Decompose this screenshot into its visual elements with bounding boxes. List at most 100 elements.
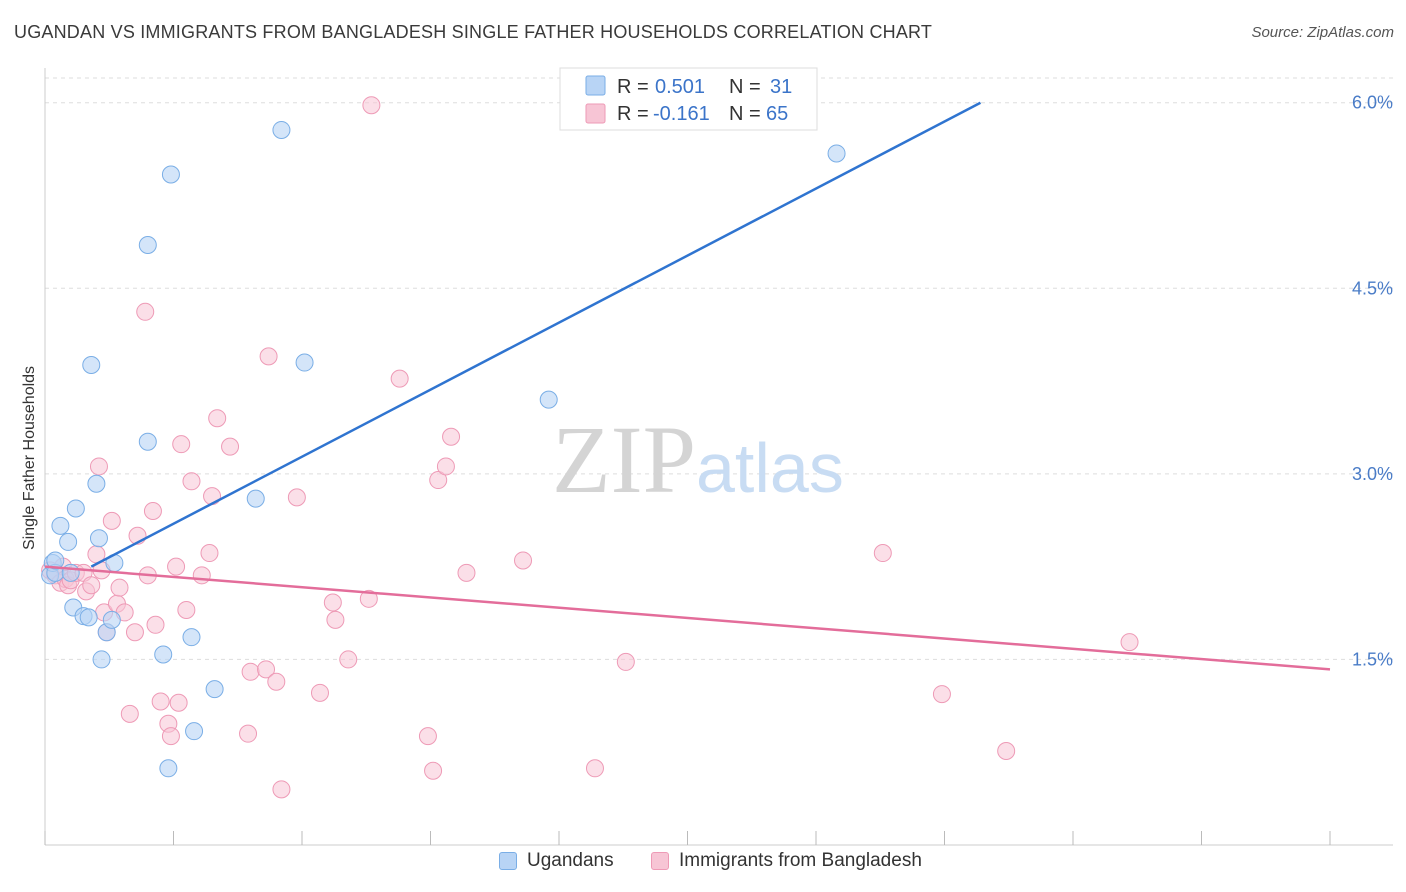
- data-point-bangladesh: [997, 741, 1016, 760]
- data-point-bangladesh: [362, 96, 381, 115]
- source-credit: Source: ZipAtlas.com: [1251, 24, 1394, 41]
- data-point-bangladesh: [143, 501, 162, 520]
- legend-n-label: N =: [729, 76, 761, 98]
- axes: [44, 68, 1393, 846]
- y-tick-label: 1.5%: [1352, 649, 1393, 669]
- legend-swatch-bangladesh: [585, 103, 606, 124]
- legend-n-ugandans: 31: [770, 76, 792, 98]
- data-point-ugandans: [82, 356, 101, 375]
- data-point-bangladesh: [418, 727, 437, 746]
- data-point-ugandans: [102, 610, 121, 629]
- chart-title: UGANDAN VS IMMIGRANTS FROM BANGLADESH SI…: [14, 22, 933, 42]
- data-point-bangladesh: [125, 623, 144, 642]
- data-point-ugandans: [246, 489, 265, 508]
- data-point-bangladesh: [241, 662, 260, 681]
- data-point-bangladesh: [177, 600, 196, 619]
- data-point-bangladesh: [310, 683, 329, 702]
- data-point-bangladesh: [442, 427, 461, 446]
- watermark: ZIPatlas: [552, 406, 844, 513]
- y-tick-label: 4.5%: [1352, 278, 1393, 298]
- data-point-ugandans: [154, 645, 173, 664]
- data-point-bangladesh: [932, 685, 951, 704]
- data-point-ugandans: [79, 608, 98, 627]
- data-point-ugandans: [205, 680, 224, 699]
- data-point-bangladesh: [390, 369, 409, 388]
- data-point-ugandans: [66, 499, 85, 518]
- legend-swatch-bangladesh: [651, 852, 669, 870]
- legend-r-label: R =: [617, 103, 649, 125]
- trend-lines: [44, 101, 1331, 671]
- data-point-ugandans: [272, 120, 291, 139]
- data-point-bangladesh: [182, 472, 201, 491]
- data-point-bangladesh: [616, 652, 635, 671]
- trend-line-bangladesh: [44, 565, 1331, 671]
- data-point-ugandans: [161, 165, 180, 184]
- data-point-ugandans: [59, 532, 78, 551]
- data-point-bangladesh: [110, 578, 129, 597]
- legend-item-ugandans[interactable]: Ugandans: [499, 850, 614, 872]
- data-point-bangladesh: [89, 457, 108, 476]
- data-point-ugandans: [138, 236, 157, 255]
- data-point-bangladesh: [167, 557, 186, 576]
- data-point-bangladesh: [323, 593, 342, 612]
- data-point-ugandans: [182, 628, 201, 647]
- data-point-bangladesh: [146, 615, 165, 634]
- series-legend: Ugandans Immigrants from Bangladesh: [0, 850, 1406, 880]
- series-ugandans-points: [41, 120, 846, 778]
- data-point-ugandans: [185, 722, 204, 741]
- watermark-atlas: atlas: [696, 429, 844, 507]
- data-point-bangladesh: [172, 435, 191, 454]
- legend-r-ugandans: 0.501: [655, 76, 705, 98]
- y-axis-label: Single Father Households: [21, 366, 38, 550]
- legend-n-label: N =: [729, 103, 761, 125]
- data-point-bangladesh: [267, 672, 286, 691]
- data-point-bangladesh: [873, 544, 892, 563]
- data-point-ugandans: [89, 529, 108, 548]
- data-point-bangladesh: [359, 589, 378, 608]
- data-point-ugandans: [51, 516, 70, 535]
- legend-label-bangladesh: Immigrants from Bangladesh: [679, 850, 922, 871]
- data-point-bangladesh: [585, 759, 604, 778]
- trend-line-ugandans: [90, 101, 982, 568]
- data-point-bangladesh: [161, 727, 180, 746]
- data-point-bangladesh: [151, 692, 170, 711]
- legend-swatch-ugandans: [585, 75, 606, 96]
- data-point-ugandans: [159, 759, 178, 778]
- legend-item-bangladesh[interactable]: Immigrants from Bangladesh: [651, 850, 922, 872]
- data-point-bangladesh: [200, 544, 219, 563]
- data-point-bangladesh: [203, 487, 222, 506]
- data-point-ugandans: [92, 650, 111, 669]
- data-point-bangladesh: [82, 576, 101, 595]
- scatter-plot: ZIPatlas 1.5%3.0%4.5%6.0%0.0%25.0% Singl…: [21, 67, 1393, 846]
- legend-n-bangladesh: 65: [766, 103, 788, 125]
- data-point-bangladesh: [429, 471, 448, 490]
- data-point-bangladesh: [120, 704, 139, 723]
- y-tick-label: 3.0%: [1352, 464, 1393, 484]
- legend-label-ugandans: Ugandans: [527, 850, 614, 871]
- data-point-bangladesh: [514, 551, 533, 570]
- data-point-bangladesh: [339, 650, 358, 669]
- data-point-ugandans: [138, 432, 157, 451]
- data-point-bangladesh: [1120, 633, 1139, 652]
- data-point-bangladesh: [208, 409, 227, 428]
- data-point-bangladesh: [424, 761, 443, 780]
- data-point-ugandans: [827, 144, 846, 163]
- stats-legend: R = 0.501 N = 31 R = -0.161 N = 65: [559, 67, 818, 131]
- data-point-bangladesh: [287, 488, 306, 507]
- watermark-zip: ZIP: [552, 406, 696, 513]
- data-point-ugandans: [61, 563, 80, 582]
- legend-r-bangladesh: -0.161: [653, 103, 710, 125]
- data-point-bangladesh: [436, 457, 455, 476]
- y-tick-label: 6.0%: [1352, 93, 1393, 113]
- data-point-bangladesh: [136, 302, 155, 321]
- grid-lines: [45, 77, 1393, 660]
- data-point-bangladesh: [257, 660, 276, 679]
- data-point-ugandans: [87, 474, 106, 493]
- data-point-bangladesh: [457, 563, 476, 582]
- tick-labels: 1.5%3.0%4.5%6.0%0.0%25.0%: [1352, 93, 1393, 670]
- data-point-bangladesh: [239, 724, 258, 743]
- data-point-bangladesh: [272, 780, 291, 799]
- data-point-bangladesh: [221, 437, 240, 456]
- data-point-ugandans: [46, 551, 65, 570]
- data-point-bangladesh: [169, 693, 188, 712]
